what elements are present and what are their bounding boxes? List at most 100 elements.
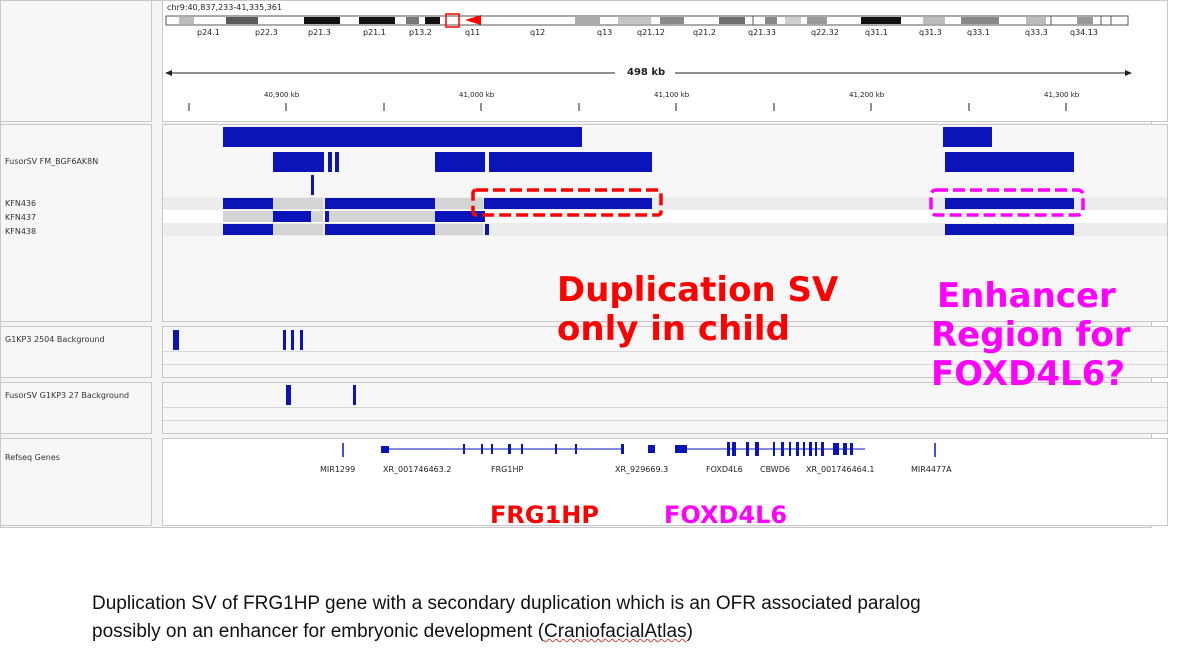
ideogram-band [961, 17, 999, 24]
gene-exon [463, 444, 465, 454]
bg1-features[interactable] [163, 327, 1135, 379]
gene-exon [850, 443, 853, 455]
track-label-bg1[interactable]: G1KP3 2504 Background [5, 335, 105, 344]
band-label: q22.32 [811, 28, 839, 37]
enhancer-annotation-line1: Enhancer [937, 276, 1116, 316]
gene-exon [732, 442, 736, 456]
track-label-kfn438[interactable]: KFN438 [5, 227, 37, 236]
gene-label: XR_001746464.1 [806, 465, 875, 474]
gene-exon [481, 444, 483, 454]
ideogram-band [425, 17, 440, 24]
genotype-bar [223, 198, 273, 209]
duplication-highlight-box [471, 188, 663, 217]
bg-feature [286, 385, 291, 405]
sv-feature [435, 152, 485, 172]
ideogram-band [719, 17, 745, 24]
genotype-bar [484, 198, 652, 209]
ideogram-band [1026, 17, 1046, 24]
span-arrow-right [1125, 70, 1132, 76]
craniofacial-atlas-link[interactable]: CraniofacialAtlas [544, 621, 687, 642]
ideogram-band [304, 17, 340, 24]
genotype-bar [325, 224, 435, 235]
bg2-track[interactable] [162, 382, 1168, 434]
ideogram-band [179, 17, 194, 24]
duplication-annotation-line2: only in child [557, 309, 790, 349]
gene-label: XR_929669.3 [615, 465, 669, 474]
band-label: q33.1 [967, 28, 990, 37]
track-label-kfn436[interactable]: KFN436 [5, 199, 37, 208]
genotype-bar [329, 211, 435, 222]
ideogram-band [359, 17, 395, 24]
track-label-fusorsv[interactable]: FusorSV FM_BGF6AK8N [5, 157, 99, 166]
gene-exon [621, 444, 624, 454]
band-label: q21.2 [693, 28, 716, 37]
genotype-bar [273, 198, 323, 209]
enhancer-annotation-line3: FOXD4L6? [931, 354, 1126, 394]
bg1-track[interactable] [162, 326, 1168, 378]
gene-exon [809, 442, 812, 456]
bg2-features[interactable] [163, 383, 1135, 435]
band-label: q12 [530, 28, 545, 37]
fusorsv-track[interactable] [162, 124, 1168, 322]
sv-features[interactable] [163, 125, 1135, 323]
band-labels: p24.1 p22.3 p21.3 p21.1 p13.2 q11 q12 q1… [197, 28, 1098, 37]
ideogram-band [226, 17, 258, 24]
locus-text[interactable]: chr9:40,837,233-41,335,361 [167, 3, 283, 12]
genotype-bar [273, 224, 323, 235]
gene-label: MIR4477A [911, 465, 952, 474]
chromosome-ideogram[interactable] [163, 13, 1135, 43]
ideogram-band [785, 17, 801, 24]
track-label-bg2[interactable]: FusorSV G1KP3 27 Background [5, 391, 130, 400]
sv-feature [328, 152, 332, 172]
genotype-bar [945, 198, 1074, 209]
ruler-ticks [188, 103, 1067, 111]
track-label-kfn437[interactable]: KFN437 [5, 213, 37, 222]
genotype-bar [223, 211, 273, 222]
bg2-name-cell: FusorSV G1KP3 27 Background [0, 382, 152, 434]
band-label: q21.12 [637, 28, 665, 37]
refseq-track[interactable]: MIR1299 XR_001746463.2 FRG1HP XR_929669.… [162, 438, 1168, 526]
gene-label: CBWD6 [760, 465, 790, 474]
centromere-box [445, 13, 460, 28]
frg1hp-annotation: FRG1HP [490, 501, 599, 529]
gene-exon [491, 444, 493, 454]
foxd4l6-annotation: FOXD4L6 [664, 501, 788, 529]
enhancer-highlight-box [929, 188, 1085, 217]
genotype-bar [223, 224, 273, 235]
ideogram-band [660, 17, 684, 24]
bg-feature [291, 330, 294, 350]
caption-close-paren: ) [686, 621, 693, 642]
gene-models[interactable] [163, 439, 1135, 527]
track-label-refseq[interactable]: Refseq Genes [5, 453, 60, 462]
refseq-name-cell: Refseq Genes [0, 438, 152, 526]
gene-exon [381, 446, 389, 453]
figure-caption: Duplication SV of FRG1HP gene with a sec… [92, 590, 1152, 646]
ruler-tick-label: 41,100 kb [654, 91, 690, 99]
header-area: chr9:40,837,233-41,335,361 [162, 0, 1168, 122]
genotype-bar [945, 224, 1074, 235]
gene-label: FRG1HP [491, 465, 524, 474]
genotype-bar [273, 211, 311, 222]
caption-text: possibly on an enhancer for embryonic de… [92, 621, 545, 642]
ideogram-band [765, 17, 777, 24]
gene-exon [508, 444, 511, 454]
band-label: p21.1 [363, 28, 386, 37]
caption-line2: possibly on an enhancer for embryonic de… [92, 618, 1152, 646]
gene-exon [815, 442, 817, 456]
enhancer-annotation-line2: Region for [931, 315, 1131, 355]
bg-feature [353, 385, 356, 405]
bg2-row-divider [163, 407, 1167, 408]
gene-exon [746, 442, 749, 456]
gene-exon [521, 444, 523, 454]
band-label: p24.1 [197, 28, 220, 37]
span-label: 498 kb [627, 67, 666, 78]
ideogram-band [861, 17, 901, 24]
sv-feature [945, 152, 1074, 172]
gene-exon [675, 445, 687, 453]
gene-label: FOXD4L6 [706, 465, 743, 474]
gene-exon [648, 445, 655, 453]
gene-label: XR_001746463.2 [383, 465, 452, 474]
gene-exon [575, 444, 577, 454]
band-label: p22.3 [255, 28, 278, 37]
caption-line1: Duplication SV of FRG1HP gene with a sec… [92, 593, 921, 614]
